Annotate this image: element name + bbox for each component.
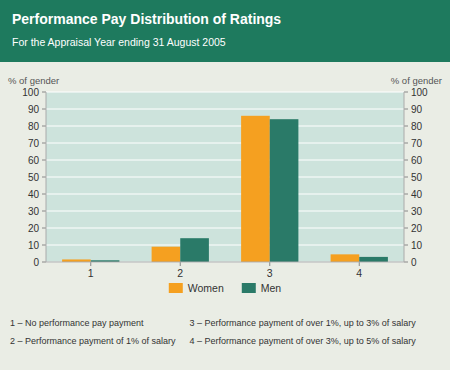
y-tick [42,160,46,161]
x-tick-label: 4 [356,267,362,279]
bar [241,116,270,262]
grid-line [46,211,404,212]
y-tick [42,245,46,246]
legend-label: Women [188,282,224,294]
y2-tick-label: 0 [411,257,417,268]
grid-line [46,177,404,178]
y2-tick-label: 10 [411,240,423,251]
legend: Women Men [169,282,282,294]
y-tick-label: 90 [28,104,40,115]
y2-tick [404,109,408,110]
bars [62,116,388,262]
footnote: 2 – Performance payment of 1% of salary [10,336,176,346]
y-tick [42,109,46,110]
y-tick-label: 80 [28,121,40,132]
y-tick [42,177,46,178]
y-tick [42,194,46,195]
y2-axis [404,92,405,262]
y-axis [46,92,47,262]
y2-tick-label: 80 [411,121,423,132]
bar [331,254,360,262]
y-tick-label: 60 [28,155,40,166]
y2-tick-label: 70 [411,138,423,149]
x-tick [269,262,270,266]
legend-swatch [242,283,256,293]
y2-tick [404,177,408,178]
grid-line [46,194,404,195]
y2-tick [404,262,408,263]
grid-line [46,160,404,161]
y-tick [42,228,46,229]
y-tick-label: 20 [28,223,40,234]
y-tick-label: 100 [22,87,39,98]
footnote: 3 – Performance payment of over 1%, up t… [190,318,417,328]
bar [152,247,181,262]
grid-line [46,126,404,127]
grid-line [46,92,404,93]
grid-line [46,109,404,110]
y2-tick [404,160,408,161]
bar [270,119,299,262]
y-tick-label: 70 [28,138,40,149]
grid-line [46,143,404,144]
plot-area [46,92,404,262]
subtitle: For the Appraisal Year ending 31 August … [12,36,226,48]
y2-tick [404,126,408,127]
y-tick [42,126,46,127]
x-tick-label: 2 [177,267,183,279]
y-tick-label: 50 [28,172,40,183]
title: Performance Pay Distribution of Ratings [12,11,281,27]
y-tick [42,211,46,212]
y-axis-label: % of gender [8,75,59,86]
bar [359,257,388,262]
y2-tick-label: 20 [411,223,423,234]
title-banner [0,0,450,62]
y-tick [42,143,46,144]
footnote: 1 – No performance pay payment [10,318,144,328]
y2-tick [404,228,408,229]
y2-tick-label: 90 [411,104,423,115]
y2-tick-label: 100 [411,87,428,98]
y-tick-label: 0 [33,257,39,268]
y2-tick-label: 60 [411,155,423,166]
y2-tick [404,143,408,144]
bar [180,238,209,262]
x-tick [180,262,181,266]
x-axis [46,262,404,263]
chart: Performance Pay Distribution of Ratings F… [0,0,450,370]
x-tick [359,262,360,266]
y2-tick-label: 40 [411,189,423,200]
y-tick-label: 10 [28,240,40,251]
grid-line [46,228,404,229]
y2-tick [404,194,408,195]
y-tick [42,262,46,263]
y-tick-label: 40 [28,189,40,200]
background [0,0,450,370]
y2-axis-label: % of gender [391,75,442,86]
legend-swatch [169,283,183,293]
grid-line [46,245,404,246]
x-tick-label: 3 [267,267,273,279]
y2-tick [404,92,408,93]
y2-tick-label: 30 [411,206,423,217]
grid-line [46,262,404,263]
y-tick [42,92,46,93]
legend-label: Men [261,282,282,294]
footnote: 4 – Performance payment of over 3%, up t… [190,336,417,346]
y2-tick [404,245,408,246]
x-tick [90,262,91,266]
y2-tick [404,211,408,212]
y-tick-label: 30 [28,206,40,217]
x-tick-label: 1 [88,267,94,279]
y2-tick-label: 50 [411,172,423,183]
